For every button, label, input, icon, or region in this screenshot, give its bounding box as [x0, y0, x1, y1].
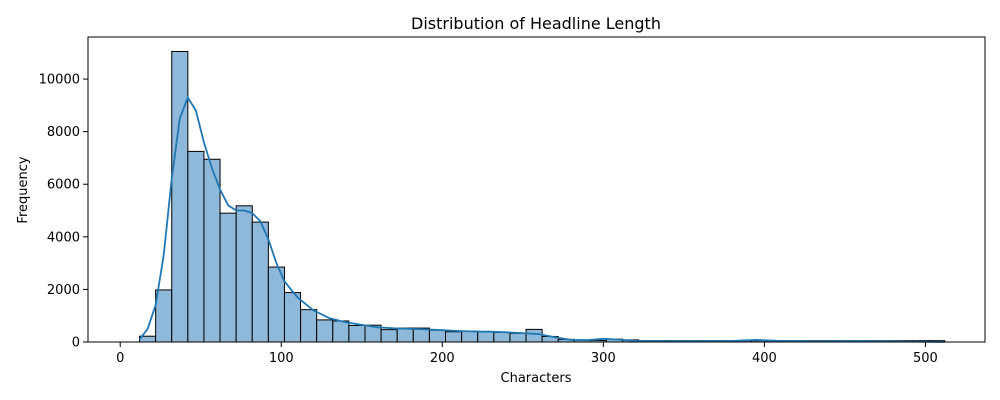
- histogram-bar: [332, 320, 350, 343]
- y-tick-label: 6000: [47, 178, 80, 193]
- histogram-bar: [428, 329, 447, 343]
- plot-area-frame: [87, 36, 986, 343]
- x-tick-label: 400: [752, 351, 777, 366]
- histogram-bar: [493, 332, 511, 343]
- histogram-bar: [509, 332, 527, 343]
- histogram-bar: [155, 289, 173, 343]
- histogram-bars: [139, 50, 946, 343]
- x-tick-label: 200: [430, 351, 455, 366]
- histogram-bar: [300, 309, 318, 343]
- y-tick-label: 10000: [39, 73, 80, 88]
- x-axis-label: Characters: [501, 371, 572, 386]
- histogram-bar: [380, 329, 398, 343]
- y-axis-label: Frequency: [16, 156, 31, 223]
- histogram-bar: [348, 324, 366, 343]
- histogram-bar: [203, 158, 221, 343]
- histogram-bar: [219, 212, 237, 343]
- x-tick-label: 300: [591, 351, 616, 366]
- x-axis-ticks: 0 100 200 300 400 500: [116, 342, 938, 366]
- y-tick-label: 8000: [47, 125, 80, 140]
- histogram-bar: [396, 327, 414, 343]
- histogram-bar: [187, 150, 205, 343]
- histogram-bar: [235, 205, 253, 343]
- y-tick-label: 0: [72, 336, 80, 351]
- histogram-bar: [316, 319, 334, 343]
- x-tick-label: 0: [116, 351, 124, 366]
- chart-title: Distribution of Headline Length: [411, 14, 661, 33]
- kde-curve: [138, 95, 945, 343]
- histogram-bar: [267, 266, 285, 343]
- x-tick-label: 100: [269, 351, 294, 366]
- histogram-bar: [171, 50, 189, 343]
- y-axis-ticks: 0 2000 4000 6000 8000 10000: [39, 73, 88, 351]
- histogram-bar: [525, 328, 543, 343]
- histogram-bar: [477, 331, 495, 343]
- y-tick-label: 2000: [47, 283, 80, 298]
- histogram-bar: [283, 292, 302, 343]
- x-tick-label: 500: [913, 351, 938, 366]
- histogram-bar: [251, 221, 269, 343]
- y-tick-label: 4000: [47, 230, 80, 245]
- histogram-bar: [445, 331, 463, 343]
- histogram-bar: [461, 330, 479, 343]
